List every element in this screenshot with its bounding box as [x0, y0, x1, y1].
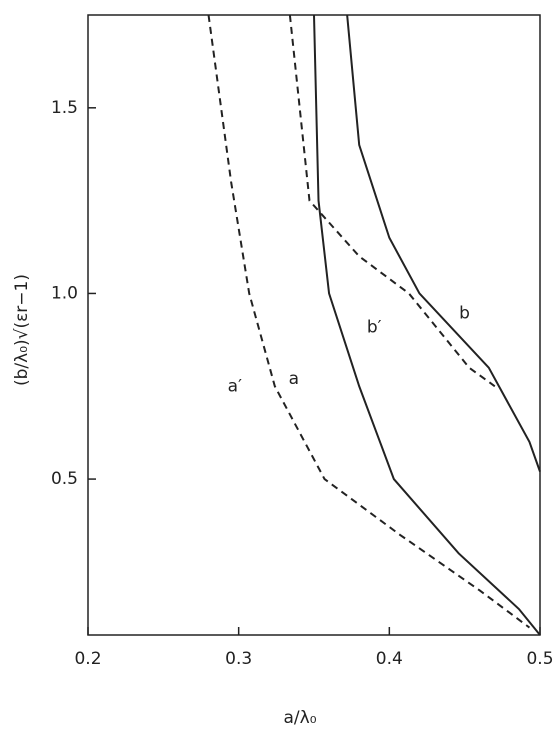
curve: [346, 14, 541, 472]
curve: [313, 14, 541, 636]
x-tick-label: 0.5: [526, 649, 553, 669]
curve-label: b′: [367, 318, 382, 338]
curve: [288, 14, 496, 388]
y-tick-label: 1.5: [51, 98, 78, 118]
x-tick-label: 0.2: [74, 649, 101, 669]
curve-label: a: [289, 369, 299, 389]
y-tick-label: 0.5: [51, 469, 78, 489]
y-axis-label: (b/λ₀)√(εr−1): [12, 274, 32, 386]
y-tick-label: 1.0: [51, 283, 78, 303]
curve-label: b: [459, 303, 470, 323]
x-tick-label: 0.3: [225, 649, 252, 669]
curve-label: a′: [228, 376, 242, 396]
x-tick-label: 0.4: [376, 649, 403, 669]
plot-frame: [87, 14, 541, 636]
x-axis-label: a/λ₀: [283, 708, 316, 728]
